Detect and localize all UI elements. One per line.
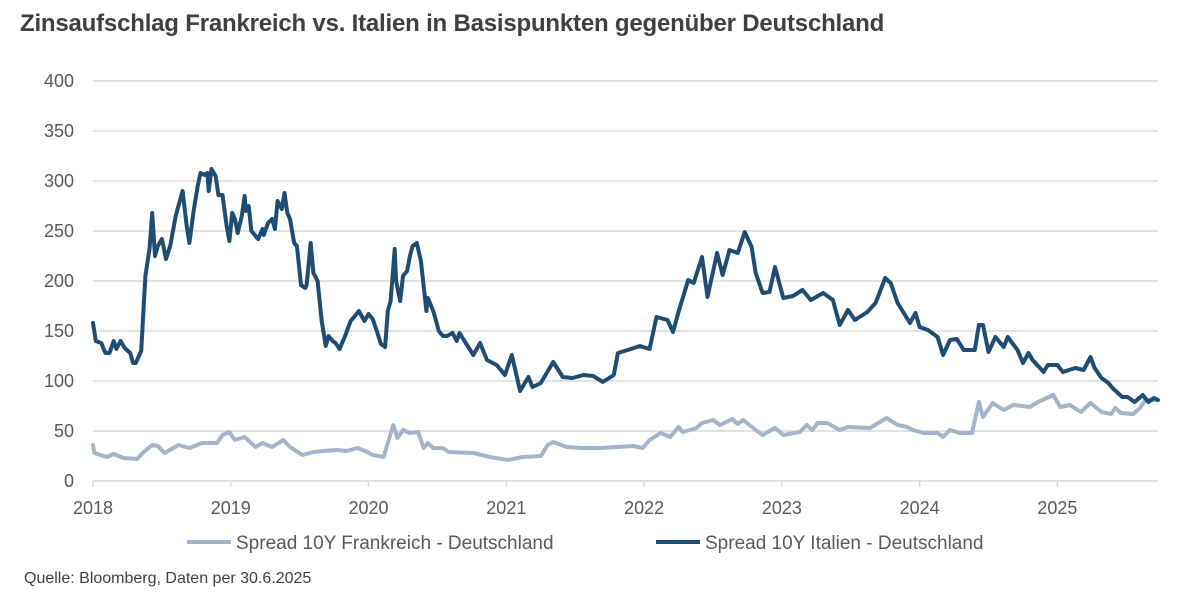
series-line-frankreich [91, 393, 1160, 462]
x-tick-label: 2023 [762, 498, 802, 518]
y-tick-label: 50 [54, 421, 74, 441]
legend: Spread 10Y Frankreich - Deutschland Sprea… [187, 533, 984, 554]
legend-label-frankreich: Spread 10Y Frankreich - Deutschland [236, 533, 554, 554]
y-tick-label: 100 [44, 371, 74, 391]
y-tick-label: 250 [44, 221, 74, 241]
chart-title: Zinsaufschlag Frankreich vs. Italien in … [20, 10, 885, 37]
x-tick-label: 2021 [486, 498, 526, 518]
series-lines [91, 167, 1160, 462]
y-tick-label: 350 [44, 121, 74, 141]
y-tick-label: 400 [44, 71, 74, 91]
y-tick-label: 0 [64, 471, 74, 491]
source-note: Quelle: Bloomberg, Daten per 30.6.2025 [24, 570, 312, 587]
y-axis-ticks: 0 50 100 150 200 250 300 350 400 [44, 71, 74, 491]
x-axis-ticks: 2018 2019 2020 2021 2022 2023 2024 2025 [73, 481, 1077, 518]
y-tick-label: 300 [44, 171, 74, 191]
series-line-italien [91, 167, 1160, 404]
x-tick-label: 2022 [624, 498, 664, 518]
y-tick-label: 200 [44, 271, 74, 291]
y-tick-label: 150 [44, 321, 74, 341]
x-tick-label: 2018 [73, 498, 113, 518]
x-tick-label: 2019 [211, 498, 251, 518]
legend-label-italien: Spread 10Y Italien - Deutschland [705, 533, 984, 554]
gridlines [93, 80, 1158, 482]
x-tick-label: 2025 [1037, 498, 1077, 518]
x-tick-label: 2020 [349, 498, 389, 518]
x-tick-label: 2024 [900, 498, 940, 518]
